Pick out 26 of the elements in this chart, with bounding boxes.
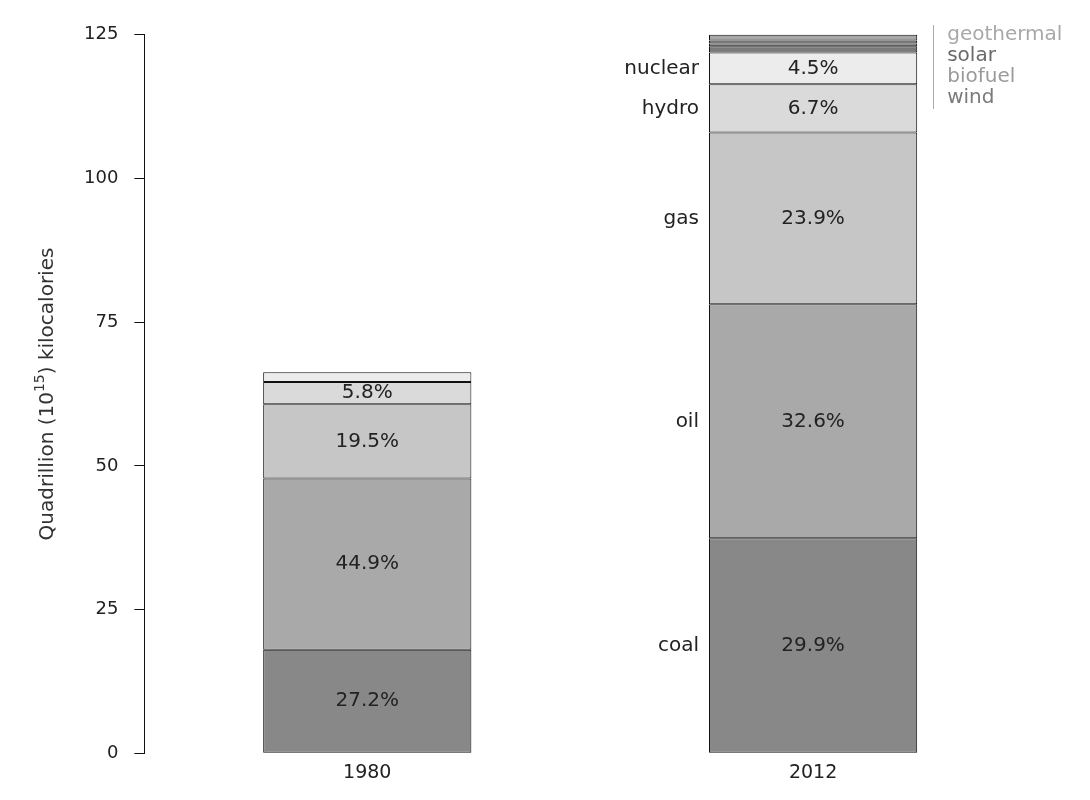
y-tick-label: 125 (84, 22, 119, 44)
y-tick-label: 75 (95, 309, 119, 331)
y-tick-label: 25 (95, 597, 119, 619)
y-tick-label: 50 (95, 453, 119, 475)
x-tick-label: 2012 (788, 759, 838, 782)
annotation: 5.8% (341, 379, 393, 404)
y-axis-title: Quadrillion (1015) kilocalories (30, 247, 59, 541)
series-label: nuclear (624, 54, 700, 79)
annotation: 27.2% (335, 687, 400, 712)
annotation: 29.9% (781, 631, 845, 656)
series-label: coal (657, 631, 699, 656)
series-label: oil (675, 407, 699, 432)
annotation: 44.9% (335, 550, 400, 575)
annotation: 23.9% (781, 204, 845, 229)
series-label: geothermal (947, 21, 1063, 45)
y-tick-label: 0 (106, 740, 119, 762)
series-label: hydro (641, 94, 699, 119)
series-label: biofuel (947, 63, 1016, 87)
annotation: 6.7% (787, 94, 839, 119)
y-tick-label: 100 (84, 166, 119, 188)
series-label: gas (663, 204, 699, 229)
text: wind (947, 84, 995, 108)
x-tick-label: 1980 (343, 759, 392, 782)
annotation: 19.5% (335, 427, 400, 452)
annotation: 32.6% (781, 407, 845, 432)
annotation: 4.5% (787, 54, 839, 79)
